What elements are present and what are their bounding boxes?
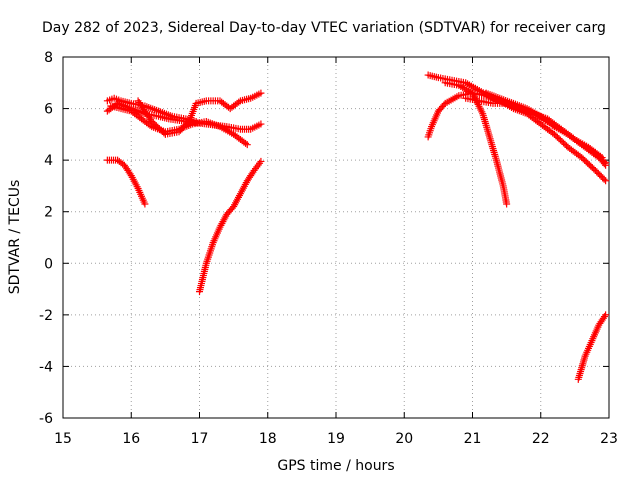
y-tick-label: -4 [39,359,53,375]
x-tick-label: 15 [54,431,72,447]
chart-title: Day 282 of 2023, Sidereal Day-to-day VTE… [42,20,606,36]
data-point [600,313,608,321]
data-point [549,121,557,129]
data-point [235,98,243,106]
series-arc-6 [196,157,265,296]
data-point [503,200,511,208]
x-tick-label: 20 [395,431,413,447]
data-point [242,139,250,147]
data-point [602,311,610,319]
x-tick-label: 18 [259,431,277,447]
x-tick-label: 17 [191,431,209,447]
x-tick-label: 23 [600,431,618,447]
data-series [103,71,610,383]
y-tick-label: 8 [44,50,53,66]
y-axis-label: SDTVAR / TECUs [7,180,23,295]
x-tick-label: 22 [532,431,550,447]
series-arc-12 [574,311,610,383]
data-point [576,139,584,147]
data-point [602,177,610,185]
y-tick-label: -2 [39,308,53,324]
x-axis-label: GPS time / hours [277,458,394,474]
data-point [602,161,610,169]
y-tick-label: -6 [39,411,53,427]
data-point [257,120,265,128]
data-point [141,200,149,208]
data-point [160,129,168,137]
series-arc-4 [134,89,265,138]
data-point [600,160,608,168]
y-tick-label: 0 [44,256,53,272]
series-arc-10 [462,94,610,167]
series-arc-5 [103,156,149,208]
data-point [257,89,265,97]
x-tick-label: 16 [122,431,140,447]
data-point [243,141,251,149]
series-arc-2 [103,94,200,125]
axis-ticks: 15 16 17 18 19 20 21 22 23 -6 -4 -2 0 2 4 6 8 [39,50,618,447]
series-arc-11 [482,89,610,169]
data-point [126,170,134,178]
data-point [600,175,608,183]
series-arc-7 [424,89,511,208]
x-tick-label: 21 [464,431,482,447]
y-tick-label: 4 [44,153,53,169]
data-point [257,157,265,165]
y-tick-label: 2 [44,205,53,221]
data-point [249,168,257,176]
y-tick-label: 6 [44,102,53,118]
x-tick-label: 19 [327,431,345,447]
